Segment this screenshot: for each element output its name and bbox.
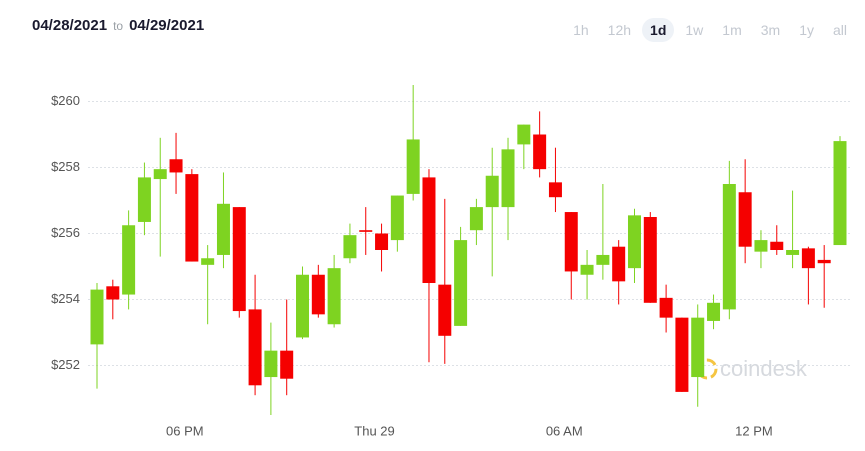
- range-button[interactable]: 1h: [573, 22, 589, 38]
- candle-body: [422, 177, 436, 283]
- candle-body: [137, 177, 151, 222]
- candle-body: [169, 159, 183, 173]
- candle-body: [722, 184, 736, 310]
- candle-body: [627, 215, 641, 269]
- candle-body: [375, 233, 389, 250]
- y-tick-label: $256: [51, 225, 80, 240]
- range-button[interactable]: 1w: [685, 22, 704, 38]
- candle-body: [596, 254, 610, 265]
- range-button[interactable]: 1m: [722, 22, 742, 38]
- range-button[interactable]: 1y: [799, 22, 814, 38]
- x-tick-label: 06 PM: [166, 423, 204, 438]
- candle-body: [801, 248, 815, 269]
- candle-body: [248, 309, 262, 386]
- candle-body: [343, 235, 357, 259]
- range-button[interactable]: 3m: [760, 22, 781, 38]
- candle-body: [327, 268, 341, 325]
- range-button[interactable]: 12h: [607, 22, 632, 38]
- candle-body: [786, 250, 800, 255]
- candle-body: [675, 317, 689, 392]
- candle-body: [232, 207, 246, 312]
- x-tick-label: 06 AM: [546, 423, 583, 438]
- candle-body: [216, 203, 230, 255]
- x-tick-label: 12 PM: [735, 423, 773, 438]
- y-tick-label: $254: [51, 291, 80, 306]
- candle-body: [517, 124, 531, 145]
- candle-body: [754, 240, 768, 252]
- date-range: 04/28/2021 to 04/29/2021: [32, 17, 204, 37]
- candle-body: [833, 141, 847, 246]
- candle-body: [548, 182, 562, 198]
- candle-body: [643, 217, 657, 303]
- watermark: coindesk: [696, 356, 808, 381]
- candle-body: [612, 246, 626, 282]
- candle-body: [90, 289, 104, 345]
- y-tick-label: $258: [51, 159, 80, 174]
- candle-body: [201, 258, 215, 265]
- x-tick-label: Thu 29: [354, 423, 394, 438]
- candle-body: [659, 297, 673, 318]
- candle-body: [438, 284, 452, 336]
- candle-body: [564, 212, 578, 272]
- candle-body: [770, 241, 784, 250]
- candle-body: [485, 175, 499, 208]
- candle-body: [359, 230, 373, 232]
- candle-body: [311, 274, 325, 315]
- candle-body: [390, 195, 404, 241]
- candle-body: [501, 149, 515, 208]
- candle-body: [691, 317, 705, 378]
- candle-body: [185, 174, 199, 262]
- range-selector: 1h 12h 1d 1w 1m 3m 1y all: [562, 18, 855, 42]
- candle-body: [106, 286, 120, 300]
- from-date: 04/28/2021: [32, 17, 108, 34]
- to-date: 04/29/2021: [129, 17, 205, 34]
- candle-body: [707, 302, 721, 321]
- candle-body: [264, 350, 278, 378]
- watermark-text: coindesk: [720, 356, 808, 381]
- candle-body: [122, 225, 136, 295]
- candle-body: [469, 207, 483, 231]
- y-tick-label: $252: [51, 357, 80, 372]
- separator: to: [113, 19, 124, 33]
- candle-body: [454, 240, 468, 326]
- candle-body: [817, 259, 831, 264]
- y-tick-label: $260: [51, 93, 80, 108]
- candle-body: [580, 264, 594, 275]
- candle-body: [533, 134, 547, 170]
- candle-body: [406, 139, 420, 194]
- range-button[interactable]: all: [832, 22, 847, 38]
- candle-body: [153, 169, 167, 180]
- candle-body: [738, 192, 752, 247]
- candle-body: [296, 274, 310, 338]
- range-button[interactable]: 1d: [642, 18, 675, 42]
- candle-body: [280, 350, 294, 379]
